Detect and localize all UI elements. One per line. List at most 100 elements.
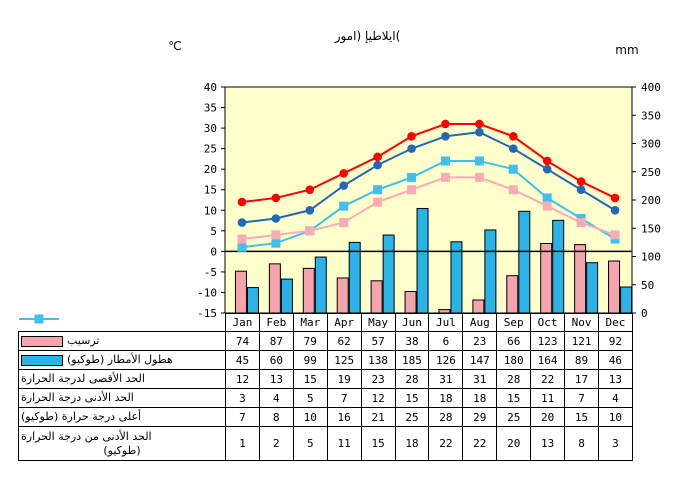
value-cell: 15 — [394, 388, 430, 408]
value-cell: 4 — [597, 388, 633, 408]
legend-cell: الحد الأدنى درجة الحرارة — [18, 314, 226, 408]
line-marker-circle — [475, 127, 484, 137]
value-cell: 15 — [360, 426, 396, 461]
value-cell: 31 — [462, 369, 498, 389]
value-cell: 3 — [597, 426, 633, 461]
value-cell: 3 — [225, 388, 260, 408]
line-marker-circle — [339, 181, 349, 190]
value-cell: 7 — [326, 388, 362, 408]
month-header-cell: Sep — [496, 313, 532, 332]
precip-bar — [336, 277, 349, 314]
temp-axis-label: 20 — [204, 163, 217, 176]
month-header-cell: Apr — [326, 313, 362, 332]
line-marker-square — [339, 201, 349, 211]
value-cell: 7 — [564, 388, 599, 408]
value-cell: 8 — [258, 407, 294, 427]
value-cell: 4 — [258, 388, 294, 408]
legend-cell: أعلى درجة حرارة (طوكيو) — [18, 314, 226, 427]
value-cell: 185 — [394, 350, 430, 370]
value-cell: 92 — [597, 331, 633, 351]
value-cell: 60 — [258, 350, 294, 370]
temp-axis-label: 25 — [204, 143, 217, 156]
line-marker-circle — [610, 205, 620, 215]
value-cell: 31 — [428, 369, 464, 389]
line-marker-circle — [373, 152, 382, 162]
line-marker-circle — [305, 205, 315, 215]
value-cell: 18 — [428, 388, 464, 408]
value-cell: 125 — [326, 350, 362, 370]
temp-line — [241, 122, 616, 204]
precip-bar — [506, 275, 519, 314]
line-marker-square — [474, 172, 484, 182]
value-cell: 19 — [326, 369, 362, 389]
line-marker-square — [508, 185, 518, 195]
legend-bar-swatch — [21, 335, 63, 347]
precip-bar — [518, 210, 531, 314]
precip-axis-label: 200 — [641, 194, 661, 207]
line-marker-circle — [508, 132, 518, 141]
month-header-cell: Dec — [597, 313, 633, 332]
value-cell: 18 — [462, 388, 498, 408]
month-header-cell: Oct — [530, 313, 566, 332]
temp-axis-label: 5 — [210, 225, 217, 238]
legend-entry: الحد الأدنى من درجة الحرارة (طوكيو) — [19, 314, 225, 459]
value-cell: 20 — [496, 426, 532, 461]
line-marker-square — [542, 193, 552, 203]
value-cell: 6 — [428, 331, 464, 351]
line-marker-square — [271, 230, 281, 240]
value-cell: 8 — [564, 426, 599, 461]
temp-axis-label: 35 — [204, 102, 217, 115]
precip-axis-label: 150 — [641, 222, 661, 235]
line-marker-circle — [407, 144, 416, 153]
value-cell: 38 — [394, 331, 430, 351]
line-marker-square — [610, 230, 620, 240]
value-cell: 7 — [225, 407, 260, 427]
value-cell: 13 — [530, 426, 566, 461]
month-header-cell: May — [360, 313, 396, 332]
temp-axis-label: 10 — [204, 204, 217, 217]
legend-label: الحد الأدنى من درجة الحرارة (طوكيو) — [21, 429, 152, 457]
legend-cell: هطول الأمطار (طوكيو) — [18, 350, 226, 370]
value-cell: 28 — [496, 369, 532, 389]
climate-data-table: Jan Feb Mar Apr May Jun Jul Aug Sep Oct Nov Dec ترسي… — [18, 313, 633, 461]
month-header-cell: Mar — [292, 313, 328, 332]
line-marker-circle — [373, 160, 382, 170]
value-cell: 12 — [225, 369, 260, 389]
precip-axis-label: 0 — [641, 307, 648, 320]
precip-axis-label: 350 — [641, 109, 661, 122]
line-marker-circle — [542, 156, 552, 166]
line-marker-circle — [339, 168, 349, 178]
precip-bar — [472, 299, 485, 314]
line-marker-square — [339, 218, 349, 228]
data-table: Jan Feb Mar Apr May Jun Jul Aug Sep Oct Nov Dec ترسي… — [18, 313, 633, 461]
value-cell: 23 — [360, 369, 396, 389]
value-cell: 18 — [394, 426, 430, 461]
legend-entry: الحد الأقصى لدرجة الحرارة — [19, 314, 225, 387]
month-header-cell: Aug — [462, 313, 498, 332]
precip-bar — [234, 270, 247, 314]
month-header-cell: Jul — [428, 313, 464, 332]
value-cell: 164 — [530, 350, 566, 370]
line-marker-circle — [475, 119, 484, 129]
line-marker-square — [576, 218, 586, 228]
value-cell: 123 — [530, 331, 566, 351]
value-cell: 5 — [292, 426, 328, 461]
chart-title: روما) إيطاليا( — [334, 29, 401, 43]
line-marker-square — [373, 185, 383, 195]
temp-line — [241, 159, 616, 249]
climate-chart: -15-10-505101520253035400501001502002503… — [168, 39, 661, 320]
line-marker-circle — [237, 218, 247, 227]
line-marker-square — [542, 201, 552, 211]
value-cell: 17 — [564, 369, 599, 389]
precip-bar — [586, 262, 599, 314]
line-marker-square — [305, 226, 315, 236]
precip-axis-label: 250 — [641, 166, 661, 179]
value-cell: 25 — [394, 407, 430, 427]
line-marker-square — [237, 242, 247, 252]
value-cell: 11 — [530, 388, 566, 408]
precip-unit-label: mm — [615, 43, 638, 57]
precip-bar — [540, 243, 553, 314]
line-marker-circle — [542, 164, 552, 174]
value-cell: 45 — [225, 350, 260, 370]
line-marker-circle — [305, 185, 315, 195]
